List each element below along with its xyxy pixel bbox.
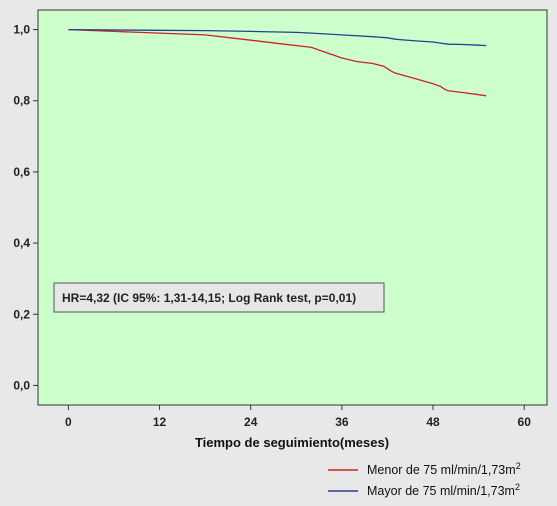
annotation-box: HR=4,32 (IC 95%: 1,31-14,15; Log Rank te…	[53, 282, 385, 313]
x-tick-label: 36	[335, 415, 349, 429]
x-tick-label: 0	[65, 415, 72, 429]
legend-superscript: 2	[515, 482, 520, 492]
axes: 0,0 0,2 0,4 0,6 0,8 1,0 0 12 24 36 48 60	[13, 23, 531, 429]
x-tick-label: 24	[244, 415, 258, 429]
y-tick-label: 0,6	[13, 165, 30, 179]
annotation-frame	[53, 282, 385, 313]
x-tick-label: 48	[426, 415, 440, 429]
plot-area	[37, 9, 548, 406]
y-tick-label: 1,0	[13, 23, 30, 37]
y-tick-label: 0,4	[13, 236, 30, 250]
series-line-2	[68, 28, 487, 47]
series-line-1	[68, 28, 487, 97]
x-axis-title: Tiempo de seguimiento(meses)	[195, 435, 389, 450]
series-lines	[68, 28, 487, 97]
annotation-text: HR=4,32 (IC 95%: 1,31-14,15; Log Rank te…	[62, 291, 356, 305]
legend-label-text: Menor de 75 ml/min/1,73m	[367, 463, 516, 477]
legend-label-1: Menor de 75 ml/min/1,73m2	[367, 461, 521, 477]
x-tick-label: 60	[518, 415, 532, 429]
x-tick-label: 12	[153, 415, 167, 429]
legend-label-text: Mayor de 75 ml/min/1,73m	[367, 484, 515, 498]
legend-label-2: Mayor de 75 ml/min/1,73m2	[367, 482, 520, 498]
legend-superscript: 2	[516, 461, 521, 471]
y-tick-label: 0,2	[13, 307, 30, 321]
y-tick-label: 0,8	[13, 94, 30, 108]
y-tick-label: 0,0	[13, 378, 30, 392]
